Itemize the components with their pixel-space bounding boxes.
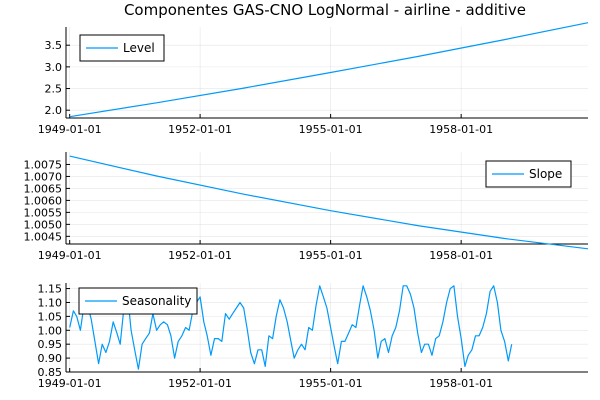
legend-label: Level (123, 41, 155, 55)
legend: Level (79, 34, 165, 62)
y-tick-label: 1.0060 (24, 194, 63, 207)
y-tick-label: 1.0050 (24, 218, 63, 231)
x-tick-label: 1958-01-01 (429, 123, 493, 136)
x-tick-label: 1949-01-01 (38, 377, 102, 390)
y-tick-label: 1.10 (38, 296, 63, 309)
y-tick-label: 0.95 (38, 338, 63, 351)
legend-label: Slope (529, 167, 562, 181)
series-line-level (69, 22, 589, 118)
legend-label: Seasonality (122, 294, 191, 308)
legend: Slope (485, 160, 572, 188)
y-tick-label: 2.0 (45, 104, 63, 117)
y-tick-label: 1.0070 (24, 170, 63, 183)
chart-title: Componentes GAS-CNO LogNormal - airline … (124, 1, 526, 19)
subplot-seasonality: 1949-01-01 1952-01-01 1955-01-01 1958-01-01… (38, 283, 588, 390)
subplot-slope: 1949-01-01 1952-01-01 1955-01-01 1958-01-01… (24, 152, 589, 262)
x-tick-label: 1955-01-01 (299, 377, 363, 390)
x-tick-label: 1952-01-01 (168, 123, 232, 136)
y-tick-label: 1.15 (38, 283, 63, 296)
y-tick-label: 0.90 (38, 352, 63, 365)
x-tick-label: 1958-01-01 (429, 249, 493, 262)
subplots: 1949-01-01 1952-01-01 1955-01-01 1958-01-01… (24, 22, 589, 390)
x-tick-label: 1952-01-01 (168, 377, 232, 390)
series-line-seasonality (69, 285, 513, 370)
y-tick-label: 1.00 (38, 324, 63, 337)
y-tick-label: 1.0075 (24, 158, 63, 171)
y-tick-label: 1.0065 (24, 182, 63, 195)
legend: Seasonality (78, 287, 198, 315)
x-tick-label: 1955-01-01 (299, 123, 363, 136)
x-tick-label: 1958-01-01 (429, 377, 493, 390)
y-tick-label: 3.5 (45, 39, 63, 52)
x-tick-label: 1952-01-01 (168, 249, 232, 262)
series-line-slope (69, 155, 589, 250)
subplot-level: 1949-01-01 1952-01-01 1955-01-01 1958-01-01… (38, 22, 589, 136)
y-tick-label: 3.0 (45, 61, 63, 74)
y-tick-label: 0.85 (38, 366, 63, 379)
x-tick-label: 1955-01-01 (299, 249, 363, 262)
x-tick-label: 1949-01-01 (38, 249, 102, 262)
y-tick-label: 1.05 (38, 310, 63, 323)
y-tick-label: 1.0055 (24, 206, 63, 219)
y-tick-label: 1.0045 (24, 230, 63, 243)
x-tick-label: 1949-01-01 (38, 123, 102, 136)
y-tick-label: 2.5 (45, 83, 63, 96)
